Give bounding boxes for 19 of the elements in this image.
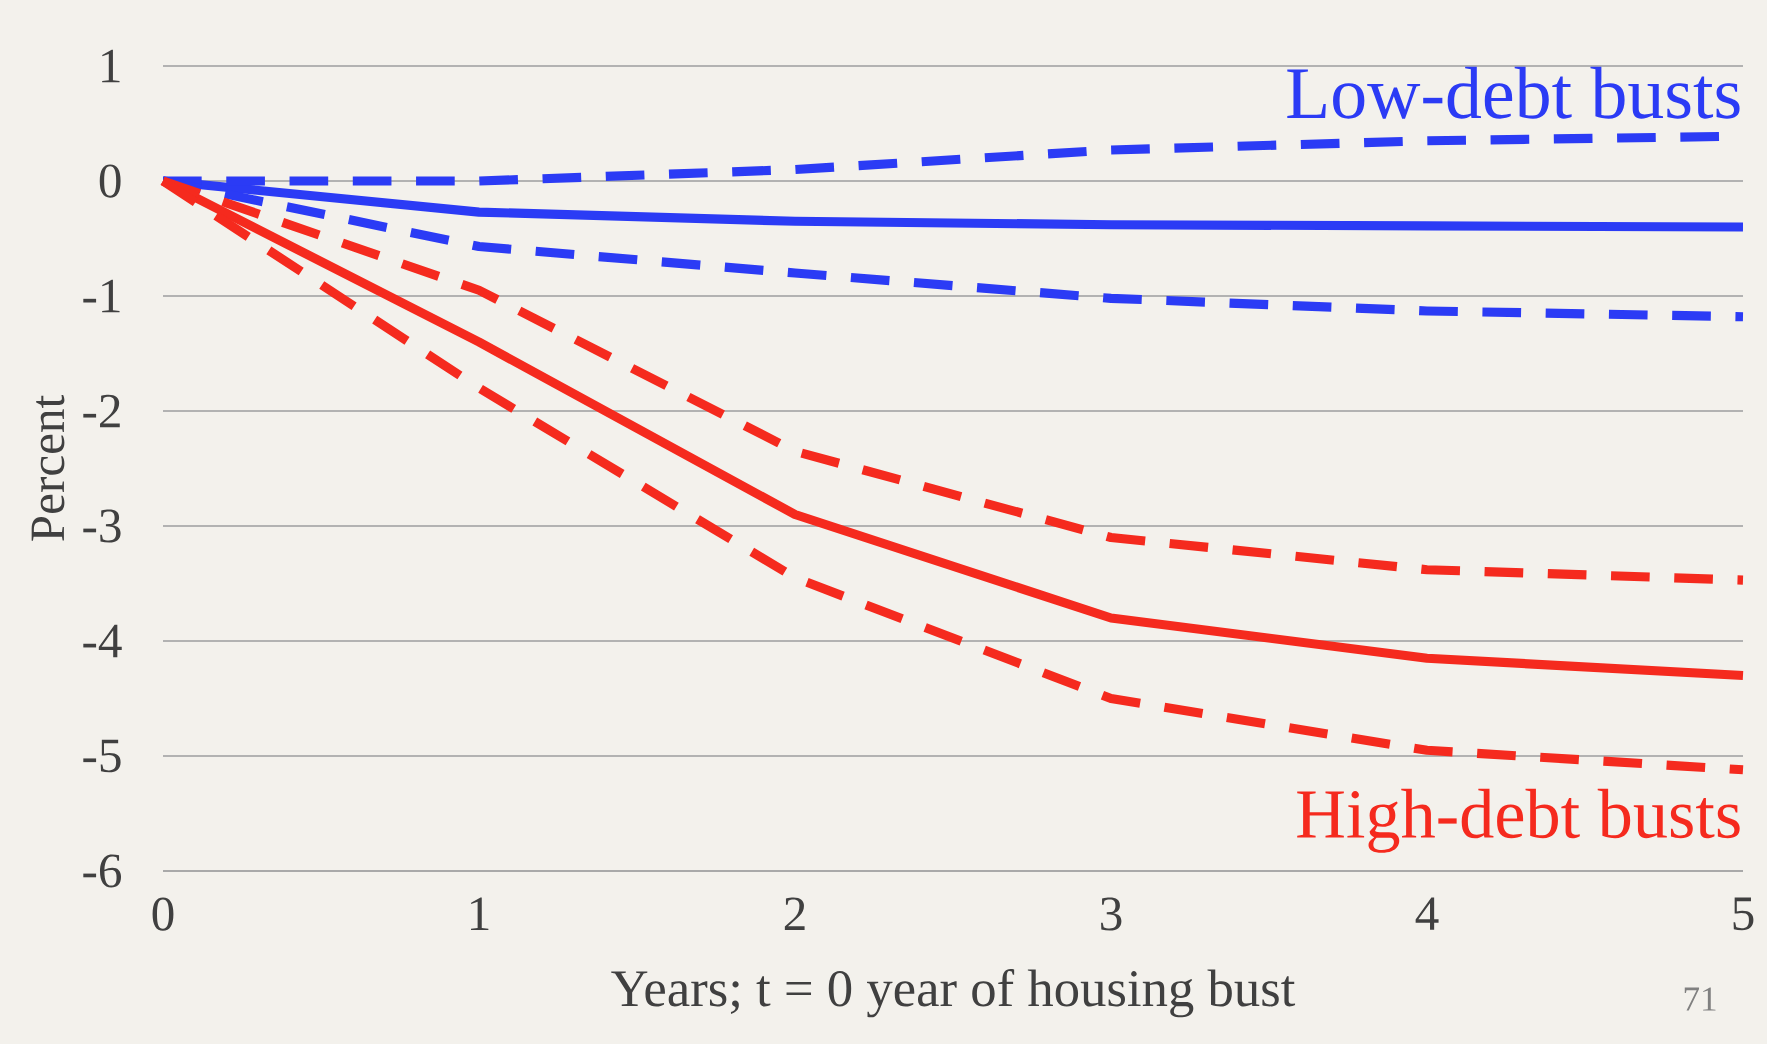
x-tick-label: 5: [1733, 897, 1754, 931]
x-tick-label: 2: [784, 897, 805, 931]
y-tick-label: -5: [83, 739, 121, 773]
x-tick-label: 4: [1415, 897, 1439, 930]
y-tick-label: 0: [99, 164, 121, 198]
series-label: Low-debt busts: [1287, 66, 1740, 119]
y-tick-label: -2: [83, 394, 120, 428]
x-axis-title: Years; t = 0 year of housing bust: [611, 968, 1296, 1018]
x-tick-label: 1: [471, 897, 489, 930]
y-tick-label: -6: [83, 854, 122, 888]
y-tick-label: 1: [102, 49, 120, 83]
y-tick-label: -4: [83, 624, 122, 658]
x-tick-label: 3: [1101, 897, 1122, 931]
y-tick-label: -3: [83, 509, 121, 543]
x-tick-label: 0: [152, 897, 174, 931]
y-axis-title: Percent: [31, 395, 65, 541]
series-label: High-debt busts: [1297, 788, 1740, 853]
text: 71: [1684, 987, 1716, 1011]
y-tick-label: -1: [83, 279, 120, 313]
